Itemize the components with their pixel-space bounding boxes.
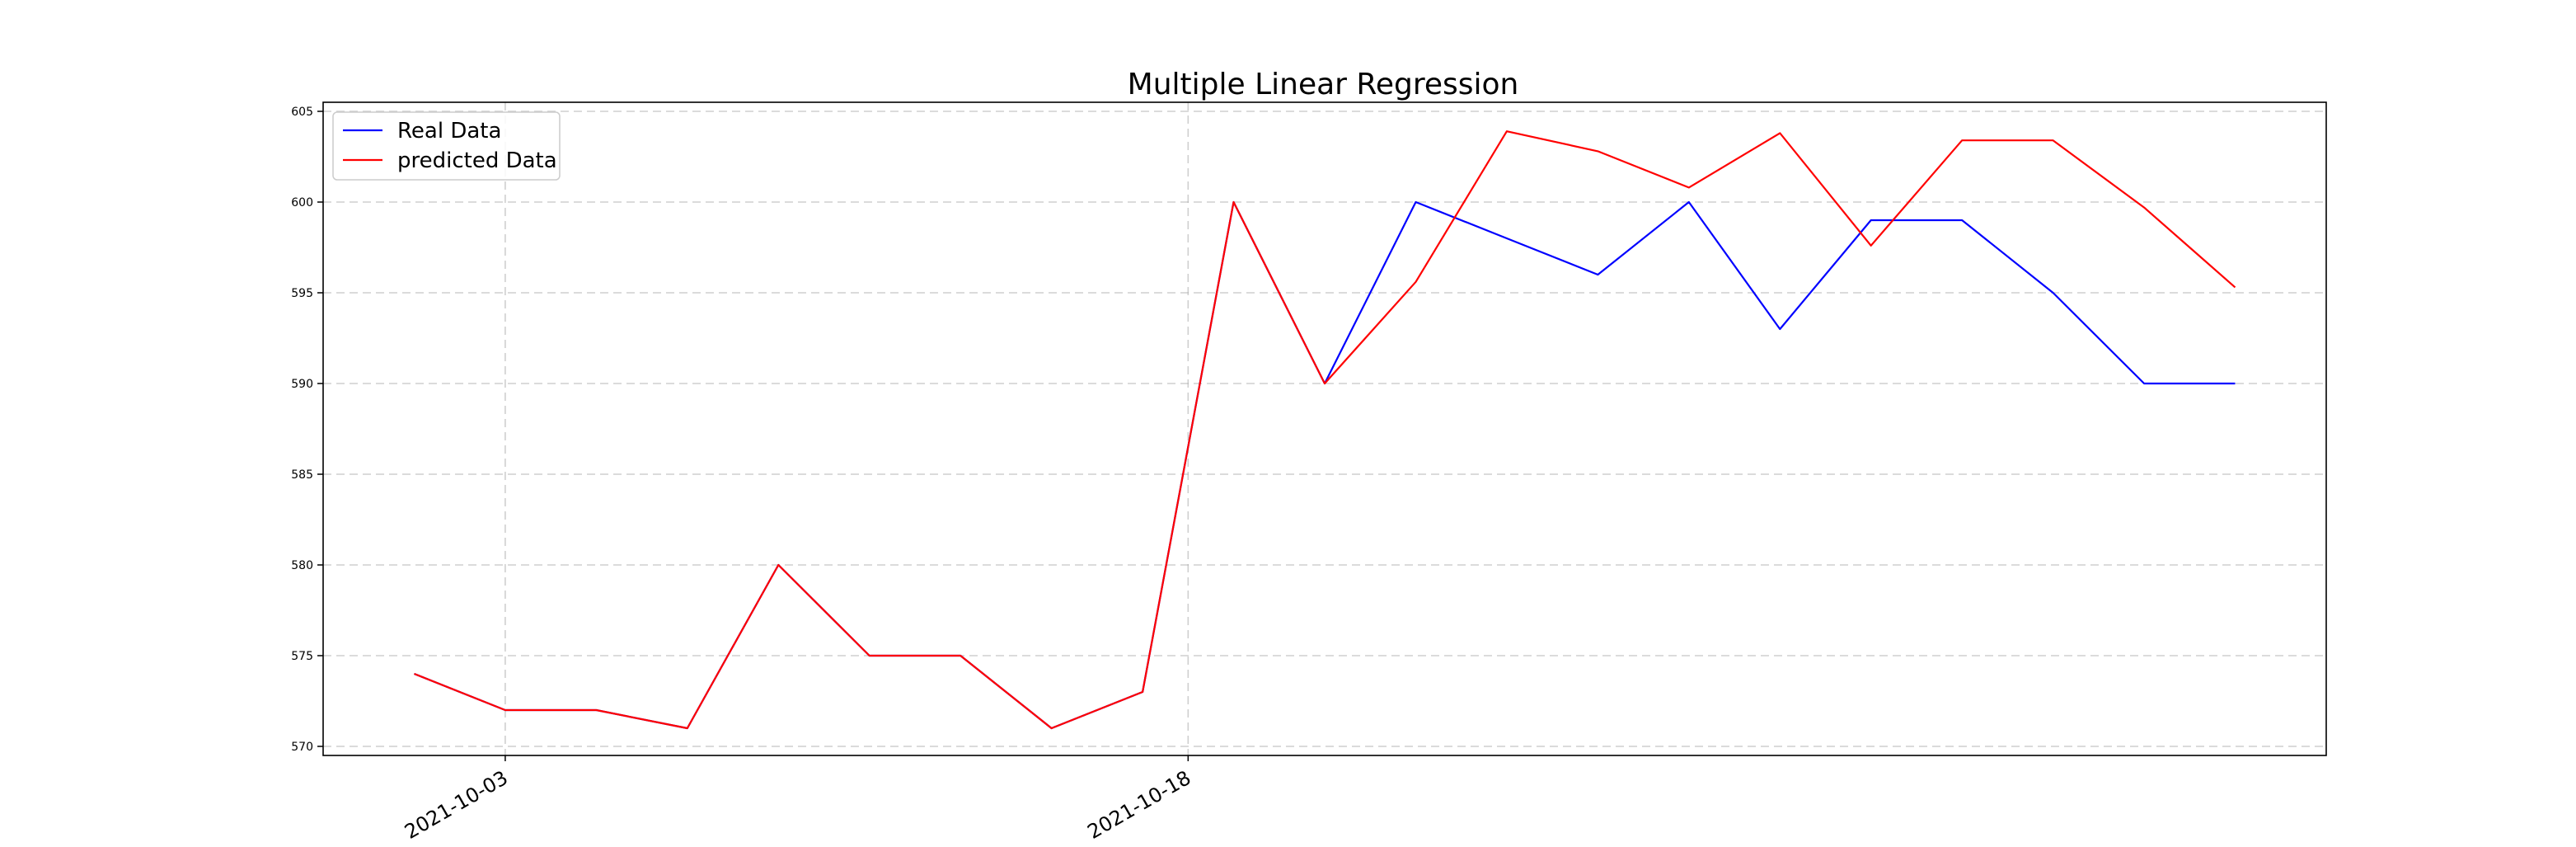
y-tick-label: 590 <box>291 378 313 391</box>
grid-lines <box>323 102 2326 755</box>
x-tick-label: 2021-10-18 <box>1084 766 1195 844</box>
series-line-predicted-data <box>414 130 2236 730</box>
chart-title: Multiple Linear Regression <box>1128 68 1519 101</box>
y-tick-label: 580 <box>291 559 313 572</box>
x-axis: 2021-10-03 2021-10-18 <box>401 755 1194 844</box>
y-tick-label: 605 <box>291 106 313 119</box>
y-tick-label: 600 <box>291 196 313 209</box>
x-tick-label: 2021-10-03 <box>401 766 512 844</box>
y-tick-label: 575 <box>291 650 313 663</box>
series-lines <box>414 130 2236 730</box>
legend: Real Data predicted Data <box>332 111 561 181</box>
legend-label: predicted Data <box>397 148 557 173</box>
legend-label: Real Data <box>397 119 501 144</box>
legend-box <box>332 111 561 181</box>
y-tick-label: 595 <box>291 287 313 300</box>
series-line-real-data <box>414 200 2236 730</box>
plot-area-frame <box>322 101 2327 756</box>
y-tick-label: 570 <box>291 741 313 754</box>
y-axis: 570 575 580 585 590 595 600 605 <box>291 106 323 754</box>
y-tick-label: 585 <box>291 468 313 482</box>
